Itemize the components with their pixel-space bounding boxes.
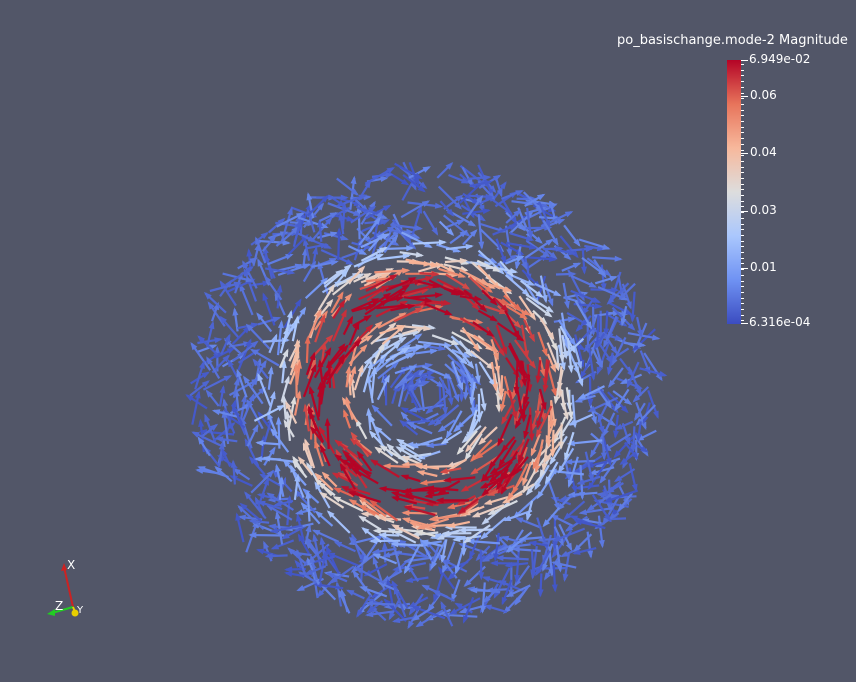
colorbar-minor-tick [741,132,744,133]
colorbar-minor-tick [741,189,744,190]
colorbar-minor-tick [741,309,744,310]
colorbar-minor-tick [741,127,744,128]
colorbar-minor-tick [741,206,744,207]
colorbar-minor-tick [741,87,744,88]
y-axis-label: Y [76,605,84,616]
colorbar-minor-tick [741,110,744,111]
colorbar-minor-tick [741,224,744,225]
x-axis-line [63,566,74,608]
x-axis-label: X [67,558,75,572]
colorbar-minor-tick [741,229,744,230]
colorbar-tick-min [741,323,748,324]
colorbar-minor-tick [741,144,744,145]
colorbar-minor-tick [741,258,744,259]
colorbar-minor-tick [741,115,744,116]
y-axis-cone [71,609,79,617]
colorbar-tick [741,96,748,97]
colorbar-minor-tick [741,246,744,247]
colorbar-minor-tick [741,212,744,213]
colorbar-minor-tick [741,172,744,173]
colorbar-max-label: 6.949e-02 [749,52,811,66]
colorbar-tick [741,268,748,269]
colorbar-minor-tick [741,195,744,196]
colorbar-tick [741,153,748,154]
colorbar-minor-tick [741,93,744,94]
colorbar-tick-max [741,60,748,61]
colorbar-minor-tick [741,292,744,293]
colorbar-minor-tick [741,201,744,202]
colorbar-minor-tick [741,138,744,139]
colorbar-minor-tick [741,178,744,179]
z-axis-cone [47,609,55,616]
colorbar-minor-tick [741,104,744,105]
colorbar-minor-tick [741,303,744,304]
colorbar-minor-tick [741,252,744,253]
colorbar-minor-tick [741,218,744,219]
colorbar-tick-label: 0.01 [750,260,777,274]
colorbar-tick-label: 0.03 [750,203,777,217]
colorbar-minor-tick [741,155,744,156]
colorbar-tick-label: 0.06 [750,88,777,102]
colorbar-minor-tick [741,281,744,282]
colorbar-minor-tick [741,184,744,185]
z-axis-line [51,606,74,614]
colorbar-minor-tick [741,235,744,236]
colorbar-minor-tick [741,70,744,71]
colorbar-minor-tick [741,275,744,276]
colorbar-min-label: 6.316e-04 [749,315,811,329]
colorbar-tick [741,211,748,212]
colorbar-minor-tick [741,98,744,99]
color-legend-title: po_basischange.mode-2 Magnitude [617,33,848,48]
z-axis-label: Z [55,599,63,613]
colorbar-minor-tick [741,269,744,270]
color-scale-bar [727,60,741,324]
colorbar-minor-tick [741,167,744,168]
colorbar-minor-tick [741,286,744,287]
colorbar-minor-tick [741,75,744,76]
colorbar-minor-tick [741,263,744,264]
colorbar-minor-tick [741,64,744,65]
x-axis-cone [61,563,67,571]
colorbar-minor-tick [741,320,744,321]
colorbar-minor-tick [741,81,744,82]
colorbar-minor-tick [741,298,744,299]
colorbar-minor-tick [741,241,744,242]
arrow-glyph-field [185,161,668,630]
colorbar-tick-label: 0.04 [750,145,777,159]
colorbar-minor-tick [741,121,744,122]
colorbar-minor-tick [741,150,744,151]
colorbar-minor-tick [741,161,744,162]
orientation-axes-widget: X Z Y [47,558,84,617]
colorbar-minor-tick [741,315,744,316]
